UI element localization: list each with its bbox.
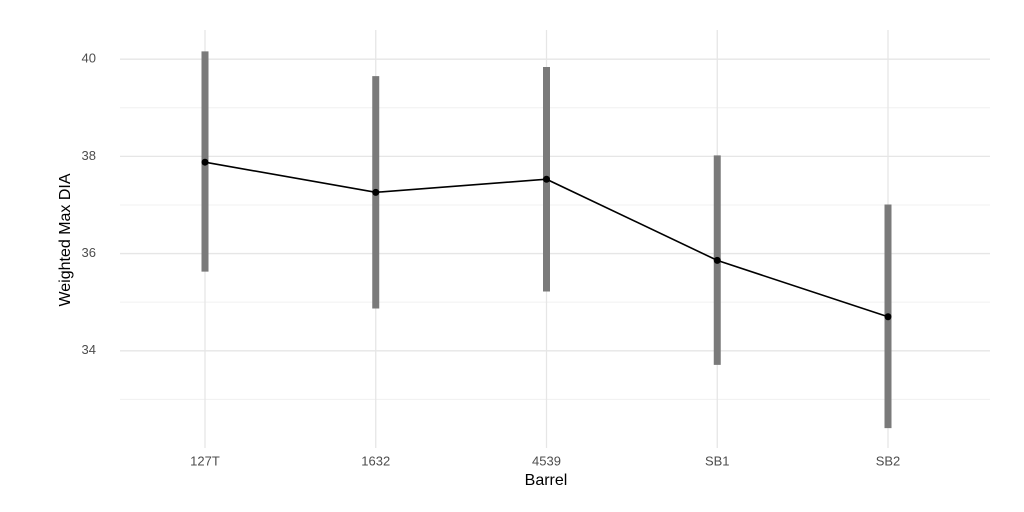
x-tick-label: SB2 [876,453,901,468]
y-tick-label: 36 [82,245,96,260]
point [543,175,550,183]
x-axis-title: Barrel [525,472,568,489]
x-tick-label: 1632 [361,453,390,468]
point [884,313,892,321]
y-tick-label: 34 [82,342,96,357]
x-tick-label: 127T [190,453,220,468]
y-tick-label: 38 [82,148,96,163]
x-tick-label: 4539 [532,453,561,468]
point [201,158,209,166]
point [372,188,380,196]
point [713,256,721,264]
y-tick-label: 40 [82,51,96,66]
x-tick-label: SB1 [705,453,730,468]
y-axis-title: Weighted Max DIA [57,173,74,306]
